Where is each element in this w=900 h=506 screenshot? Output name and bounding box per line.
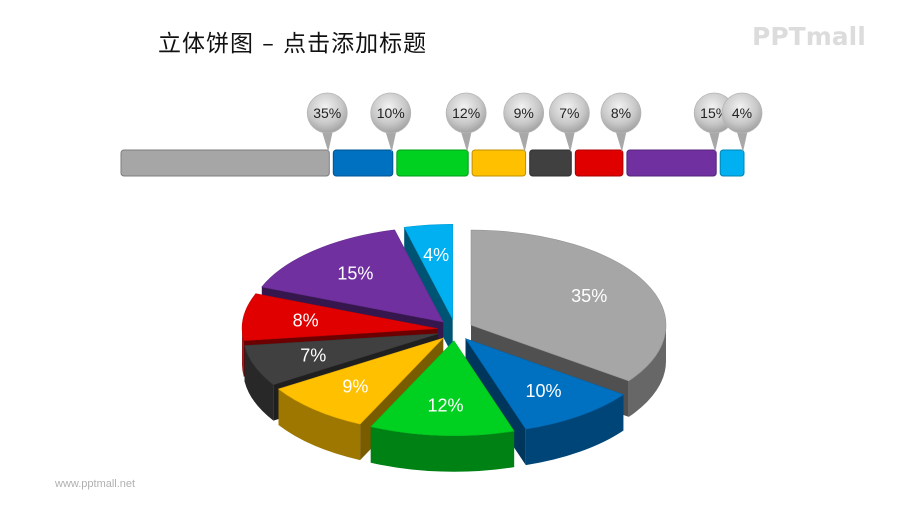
bar-segment-2 [332,149,394,177]
bar-segment-1 [120,149,330,177]
label-bubble-4: 9% [503,92,545,152]
bubble-label-3: 12% [452,105,480,121]
bubble-label-8: 4% [732,105,752,121]
label-bubble-6: 8% [600,92,642,152]
bar-segment-6 [574,149,624,177]
label-bubble-2: 10% [370,92,412,152]
slice-label-3: 12% [427,395,463,415]
bubble-label-1: 35% [313,105,341,121]
bar-segment-4 [471,149,527,177]
slice-label-5: 7% [300,346,326,366]
bar-segment-5 [529,149,572,177]
slice-label-4: 9% [342,377,368,397]
bubble-label-4: 9% [514,105,534,121]
label-bubble-3: 12% [445,92,487,152]
bar-segment-7 [626,149,717,177]
footer-url: www.pptmall.net [55,478,136,490]
slice-label-6: 8% [293,311,319,331]
bubble-label-7: 15% [700,105,728,121]
slide-title: 立体饼图 – 点击添加标题 [158,31,428,57]
label-bubble-1: 35% [306,92,348,152]
label-bubble-5: 7% [548,92,590,152]
slice-label-2: 10% [525,381,561,401]
bar-segment-3 [396,149,469,177]
bar-segment-8 [719,149,745,177]
label-bubble-8: 4% [721,92,763,152]
proportion-bar [120,149,745,177]
pie: 4% 15% 35% 8% 7% 9% 10% 12% [241,223,667,472]
slice-label-7: 15% [337,263,373,283]
bubble-label-5: 7% [559,105,579,121]
slice-label-8: 4% [423,245,449,265]
label-bubbles: 35% 10% 12% 9% 7% 8% 15% 4% [306,92,763,152]
bubble-label-2: 10% [377,105,405,121]
brand-logo: PPTmall [752,22,866,51]
pie-slice-3: 12% [370,340,515,472]
bubble-label-6: 8% [611,105,631,121]
slice-label-1: 35% [571,286,607,306]
